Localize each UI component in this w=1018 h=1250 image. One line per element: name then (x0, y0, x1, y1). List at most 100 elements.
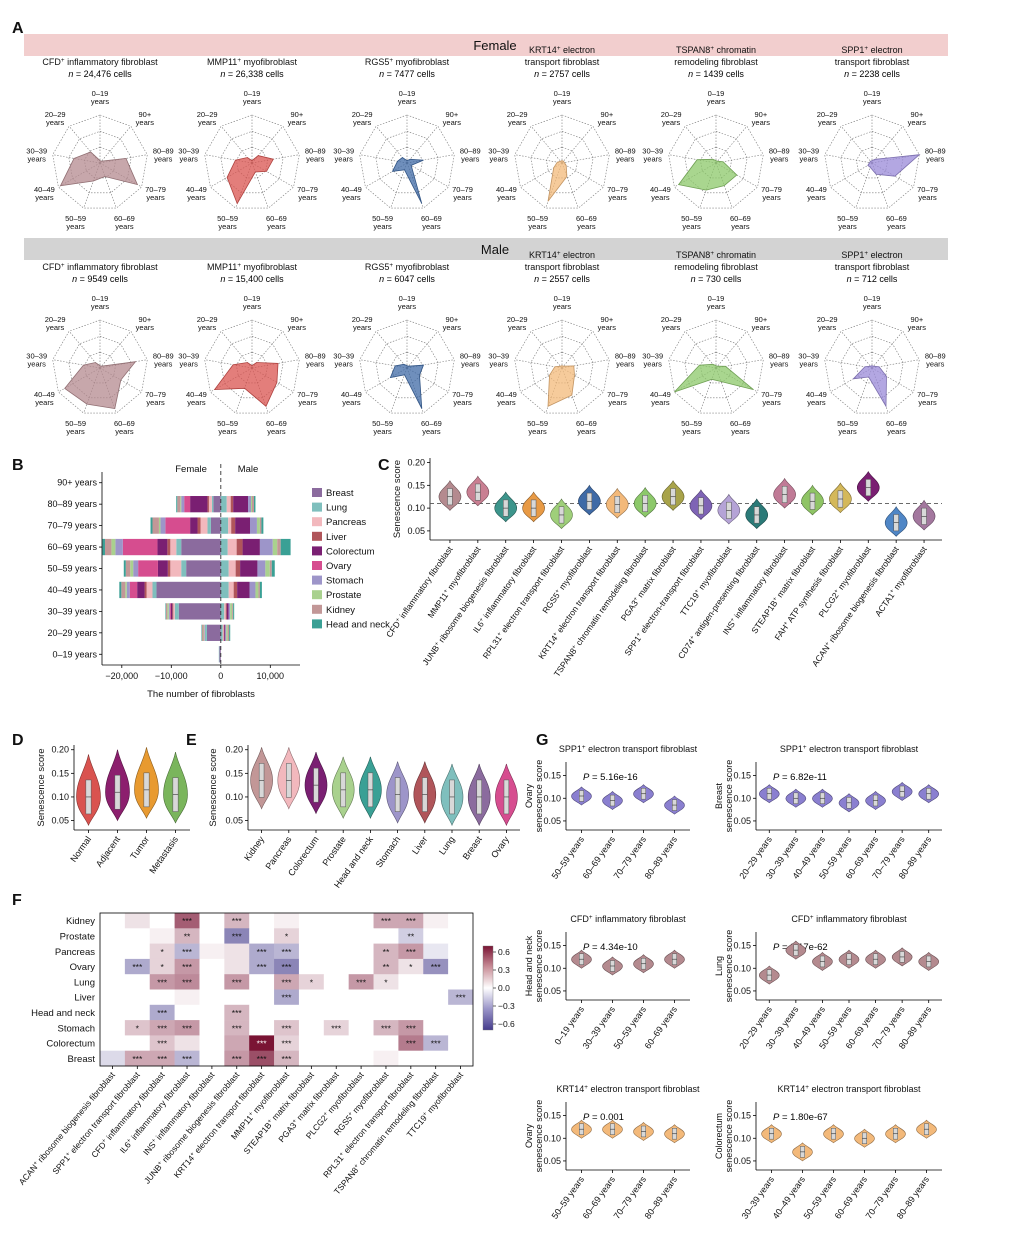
f-significance-stars: *** (431, 962, 442, 972)
male-band (24, 238, 948, 260)
radar-axis-label: years (682, 222, 701, 231)
female-label: Female (473, 38, 516, 53)
f-heat-cell (274, 913, 300, 929)
radar-title: RGS5+ myofibroblast (365, 57, 450, 67)
radar-n-count: n = 2557 cells (534, 274, 590, 284)
f-significance-stars: ** (408, 931, 415, 941)
f-heat-cell (423, 1050, 449, 1067)
female-4-radar: 0–19years90+years80–89years70–79years60–… (642, 45, 789, 231)
g-y-label: Breast (714, 782, 724, 809)
radar-axis-label: years (180, 360, 199, 369)
radar-axis-label: years (461, 360, 480, 369)
radar-axis-label: 40–49 (650, 185, 671, 194)
radar-axis-label: 20–29 (197, 315, 218, 324)
radar-axis-label: 80–89 (925, 147, 946, 156)
panel-letter-g: G (536, 732, 548, 749)
f-significance-stars: * (161, 962, 165, 972)
b-bar-male (240, 560, 258, 577)
b-y-tick-label: 30–39 years (47, 606, 97, 616)
e-x-tick-label: Breast (461, 834, 484, 861)
b-bar-female (152, 517, 159, 534)
radar-axis-label: 20–29 (45, 315, 66, 324)
radar-axis-label: 0–19 (708, 89, 725, 98)
female-5-radar: 0–19years90+years80–89years70–79years60–… (798, 45, 945, 231)
g-y-label: senescence score (534, 930, 544, 1003)
g-y-tick-label: 0.05 (543, 986, 561, 996)
f-heat-cell (323, 989, 349, 1006)
radar-data-polygon (547, 160, 568, 202)
radar-spoke (840, 331, 873, 369)
b-legend-label: Lung (326, 503, 347, 514)
b-bar-male (226, 496, 231, 513)
g-subplot: SPP1+ electron transport fibroblast 0.05 0… (714, 744, 942, 881)
radar-axis-label: 60–69 (266, 214, 287, 223)
b-bar-female (115, 538, 123, 556)
f-significance-stars: *** (132, 1054, 143, 1064)
radar-axis-label: years (66, 427, 85, 436)
b-bar-male (228, 603, 231, 620)
f-significance-stars: *** (282, 1054, 293, 1064)
radar-title: KRT14+ electron (529, 45, 595, 55)
b-bar-male (269, 560, 272, 577)
b-bar-male (230, 603, 233, 620)
f-heat-cell (348, 1035, 374, 1051)
panel-letter-e: E (186, 732, 197, 749)
g-title: CFD+ inflammatory fibroblast (570, 914, 686, 924)
radar-axis-label: years (335, 155, 354, 164)
radar-axis-label: years (863, 97, 882, 106)
radar-axis-label: years (398, 97, 417, 106)
radar-spoke (251, 126, 284, 164)
f-heat-cell (149, 1020, 175, 1036)
f-significance-stars: ** (383, 947, 390, 957)
g-x-tick-label: 0–19 years (552, 1004, 586, 1047)
radar-spoke (855, 367, 873, 414)
radar-axis-label: years (46, 323, 65, 332)
radar-axis-label: 90+ (600, 110, 613, 119)
radar-n-count: n = 1439 cells (688, 69, 744, 79)
radar-spoke (406, 331, 439, 369)
f-heat-cell (174, 943, 200, 960)
radar-spoke (251, 331, 284, 369)
f-heat-cell (224, 1020, 250, 1036)
f-heat-cell (423, 1035, 449, 1051)
b-bar-female (133, 560, 139, 577)
f-heat-cell (373, 958, 399, 975)
b-bar-female (210, 517, 221, 534)
radar-spoke (406, 367, 449, 393)
f-significance-stars: *** (431, 1039, 442, 1049)
b-bar-male (271, 560, 275, 577)
g-y-tick-label: 0.10 (543, 963, 561, 973)
f-heat-cell (398, 928, 424, 944)
radar-axis-label: years (154, 360, 173, 369)
radar-spoke (390, 162, 408, 209)
b-bar-male (235, 560, 241, 577)
g-y-tick-label: 0.15 (543, 1111, 561, 1121)
b-bar-female (207, 496, 209, 513)
radar-axis-label: 30–39 (488, 352, 509, 361)
b-bar-female (167, 603, 169, 620)
radar-grid-ring (668, 319, 764, 414)
b-bar-female (213, 496, 221, 513)
b-legend-swatch (312, 531, 322, 541)
radar-axis-label: 30–39 (26, 352, 47, 361)
radar-axis-label: 60–69 (266, 419, 287, 428)
radar-axis-label: years (453, 398, 472, 407)
radar-axis-label: 40–49 (496, 390, 517, 399)
radar-axis-label: years (818, 118, 837, 127)
g-y-tick-label: 0.15 (543, 771, 561, 781)
radar-axis-label: years (28, 155, 47, 164)
radar-spoke (561, 331, 594, 369)
radar-axis-label: 70–79 (917, 185, 938, 194)
radar-n-count: n = 26,338 cells (220, 69, 284, 79)
b-legend-label: Breast (326, 488, 354, 499)
b-bar-female (167, 538, 171, 556)
f-heat-cell (174, 1004, 200, 1021)
g-y-label: Ovary (524, 1124, 534, 1149)
radar-spoke (830, 162, 873, 188)
f-heat-cell (298, 943, 325, 960)
radar-axis-label: years (926, 155, 945, 164)
radar-axis-label: years (497, 398, 516, 407)
radar-axis-label: years (926, 360, 945, 369)
female-band (24, 34, 948, 56)
